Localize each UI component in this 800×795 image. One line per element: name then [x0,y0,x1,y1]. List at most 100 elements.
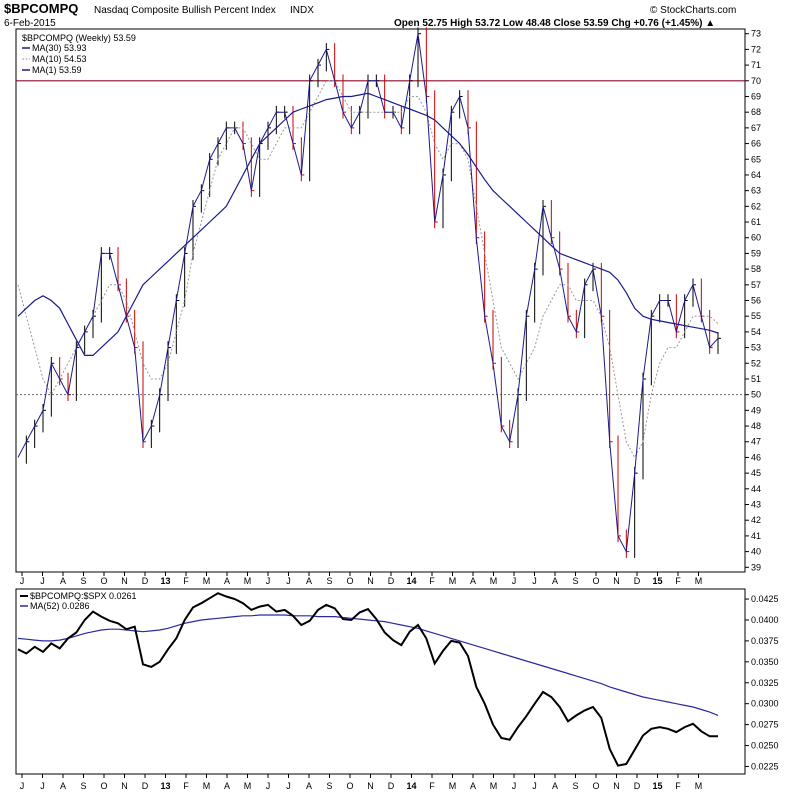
ratio-x-tick-label: J [286,781,291,791]
main-y-tick-label: 44 [751,484,761,494]
main-y-tick-label: 54 [751,327,761,337]
main-x-tick-label: J [512,576,517,586]
ratio-legend: $BPCOMPQ:$SPX 0.0261 MA(52) 0.0286 [20,591,137,611]
chart-date: 6-Feb-2015 [4,18,56,29]
ratio-x-tick-label: A [60,781,66,791]
ratio-x-tick-label: F [429,781,435,791]
main-y-tick-label: 47 [751,437,761,447]
main-x-tick-label: 13 [160,576,170,586]
ratio-x-tick-label: A [552,781,558,791]
ratio-x-tick-label: M [449,781,457,791]
main-y-tick-label: 50 [751,390,761,400]
main-y-tick-label: 57 [751,280,761,290]
main-x-tick-label: J [286,576,291,586]
main-x-tick-label: M [490,576,498,586]
ratio-y-tick-label: 0.0425 [751,594,779,604]
legend-price: $BPCOMPQ (Weekly) 53.59 [22,33,136,43]
ratio-x-tick-label: A [306,781,312,791]
ratio-x-tick-label: O [346,781,353,791]
ratio-x-tick-label: 15 [652,781,662,791]
ratio-x-tick-label: D [634,781,641,791]
main-x-tick-label: A [306,576,312,586]
ratio-x-tick-label: N [367,781,374,791]
ratio-x-tick-label: N [121,781,128,791]
main-legend: $BPCOMPQ (Weekly) 53.59 MA(30) 53.93 MA(… [19,32,169,78]
main-x-tick-label: S [572,576,578,586]
main-y-tick-label: 66 [751,139,761,149]
main-x-tick-label: J [40,576,45,586]
main-y-tick-label: 69 [751,91,761,101]
main-y-tick-label: 71 [751,60,761,70]
ma30-line [17,92,719,356]
main-y-tick-label: 48 [751,421,761,431]
ratio-x-tick-label: 14 [406,781,416,791]
main-series-group [17,27,721,558]
ratio-y-tick-label: 0.0375 [751,636,779,646]
ratio-y-tick-label: 0.0350 [751,657,779,667]
main-x-tick-label: O [592,576,599,586]
legend-ratio: $BPCOMPQ:$SPX 0.0261 [30,591,137,601]
ratio-x-tick-label: A [224,781,230,791]
main-x-tick-label: D [388,576,395,586]
ratio-x-tick-label: J [512,781,517,791]
main-x-tick-label: F [183,576,189,586]
main-y-tick-label: 42 [751,515,761,525]
ratio-x-tick-label: N [613,781,620,791]
main-y-tick-label: 51 [751,374,761,384]
main-x-tick-label: N [121,576,128,586]
ma10-line [17,80,719,459]
main-y-tick-label: 52 [751,358,761,368]
ratio-y-tick-label: 0.0325 [751,678,779,688]
main-x-tick-label: M [244,576,252,586]
ratio-y-tick-label: 0.0250 [751,741,779,751]
main-x-tick-label: S [326,576,332,586]
main-y-tick-label: 62 [751,201,761,211]
main-x-tick-label: A [470,576,476,586]
main-y-tick-label: 58 [751,264,761,274]
ratio-x-tick-label: D [388,781,395,791]
main-x-tick-label: F [675,576,681,586]
ratio-x-tick-label: M [490,781,498,791]
main-x-tick-label: A [552,576,558,586]
main-y-tick-label: 70 [751,76,761,86]
ratio-x-tick-label: O [100,781,107,791]
main-x-tick-label: O [100,576,107,586]
ratio-x-tick-label: 13 [160,781,170,791]
quote-line: Open 52.75 High 53.72 Low 48.48 Close 53… [394,18,715,29]
ma52-line [17,614,719,716]
main-y-tick-label: 60 [751,233,761,243]
reference-lines [16,80,745,396]
ratio-x-tick-label: M [203,781,211,791]
ma1-line [17,33,719,554]
legend-ma10: MA(10) 54.53 [32,54,87,64]
main-x-tick-label: J [532,576,537,586]
main-x-tick-label: M [449,576,457,586]
main-y-tick-labels: 39 40 41 42 43 44 45 46 47 48 49 50 51 52 53 54 55 56 57 58… [751,29,761,573]
main-y-tick-label: 65 [751,154,761,164]
legend-ma1: MA(1) 53.59 [32,65,82,75]
main-y-tick-label: 49 [751,405,761,415]
ratio-x-tick-label: S [80,781,86,791]
legend-ma30: MA(30) 53.93 [32,43,87,53]
ratio-x-tick-label: J [20,781,25,791]
main-x-tick-label: 14 [406,576,416,586]
ratio-y-tick-label: 0.0400 [751,615,779,625]
chart-exchange: INDX [290,5,314,16]
main-y-tick-label: 55 [751,311,761,321]
main-x-tick-label: A [60,576,66,586]
main-x-tick-label: S [80,576,86,586]
main-y-tick-label: 56 [751,296,761,306]
ratio-x-tick-label: O [592,781,599,791]
main-y-tick-label: 72 [751,44,761,54]
ratio-x-tick-label: S [326,781,332,791]
main-grid [745,33,749,568]
main-y-tick-label: 68 [751,107,761,117]
main-panel-frame [15,28,746,573]
chart-name: Nasdaq Composite Bullish Percent Index [94,5,276,16]
ratio-x-tick-label: J [266,781,271,791]
legend-ma52: MA(52) 0.0286 [30,601,90,611]
main-y-tick-label: 43 [751,500,761,510]
ratio-y-tick-labels: 0.0225 0.0250 0.0275 0.0300 0.0325 0.0350 0.03… [751,594,779,771]
main-y-tick-label: 64 [751,170,761,180]
